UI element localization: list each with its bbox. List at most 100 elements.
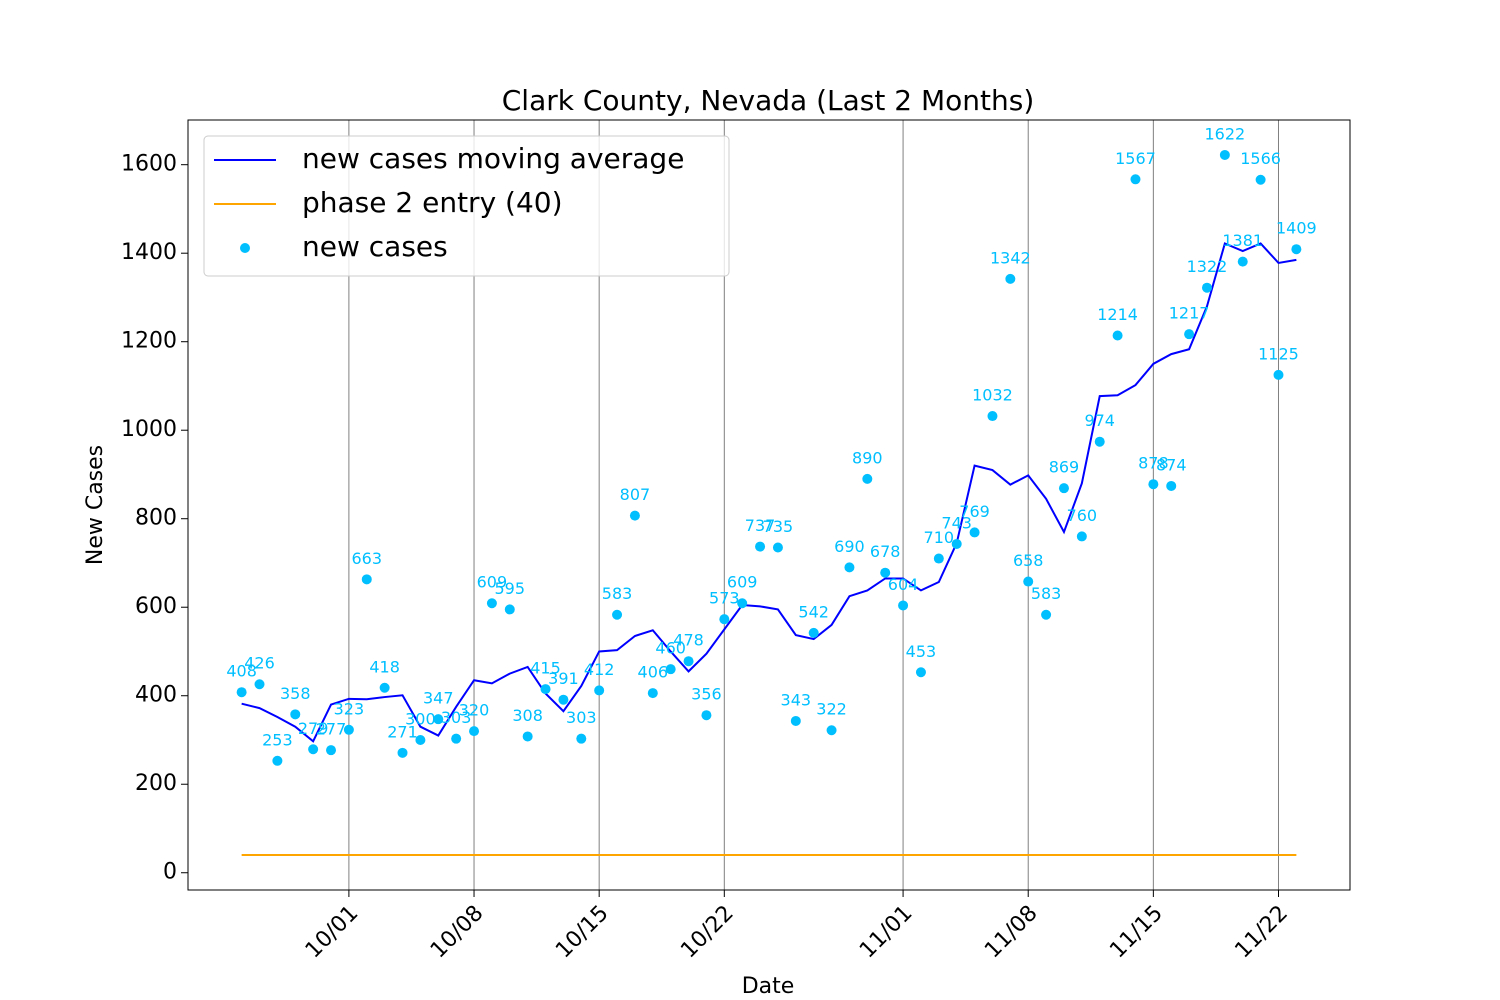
- x-tick-label: 11/08: [980, 901, 1043, 964]
- x-tick-label: 11/15: [1105, 901, 1168, 964]
- scatter-point: [576, 733, 587, 744]
- data-label: 300: [405, 709, 436, 728]
- scatter-point: [540, 684, 551, 695]
- chart-title: Clark County, Nevada (Last 2 Months): [502, 84, 1035, 117]
- scatter-point: [1005, 273, 1016, 284]
- scatter-point: [397, 747, 408, 758]
- scatter-point: [1237, 256, 1248, 267]
- scatter-point: [236, 687, 247, 698]
- scatter-point: [290, 709, 301, 720]
- scatter-point: [1201, 282, 1212, 293]
- scatter-point: [772, 542, 783, 553]
- scatter-point: [254, 679, 265, 690]
- data-label: 769: [959, 502, 990, 521]
- scatter-point: [933, 553, 944, 564]
- data-label: 303: [441, 708, 472, 727]
- data-label: 760: [1067, 506, 1098, 525]
- data-label: 356: [691, 685, 722, 704]
- scatter-point: [665, 664, 676, 675]
- data-label: 1622: [1205, 124, 1246, 143]
- y-tick-label: 1200: [121, 329, 177, 354]
- y-tick-label: 600: [135, 594, 177, 619]
- data-label: 1217: [1169, 304, 1210, 323]
- scatter-point: [308, 744, 319, 755]
- scatter-point: [1094, 436, 1105, 447]
- line-series: [241, 242, 1297, 743]
- data-label: 690: [834, 537, 865, 556]
- data-label: 358: [280, 684, 311, 703]
- scatter-point: [844, 562, 855, 573]
- scatter-point: [1076, 531, 1087, 542]
- scatter-point: [272, 755, 283, 766]
- data-label: 320: [459, 701, 490, 720]
- data-label: 277: [316, 720, 347, 739]
- data-label: 595: [495, 579, 526, 598]
- data-label: 391: [548, 669, 579, 688]
- y-tick-label: 0: [163, 860, 177, 885]
- data-label: 878: [1138, 454, 1169, 473]
- scatter-point: [1023, 576, 1034, 587]
- scatter-point: [755, 541, 766, 552]
- data-label: 408: [226, 662, 257, 681]
- data-label: 1322: [1187, 257, 1228, 276]
- scatter-point: [326, 745, 337, 756]
- data-label: 609: [477, 573, 508, 592]
- scatter-point: [1166, 480, 1177, 491]
- scatter-point: [1255, 174, 1266, 185]
- scatter-point: [504, 604, 515, 615]
- legend-box: [203, 135, 730, 277]
- data-label: 322: [816, 700, 847, 719]
- data-label: 1214: [1097, 305, 1138, 324]
- data-label: 869: [1049, 458, 1080, 477]
- scatter-point: [969, 527, 980, 538]
- data-label: 1342: [990, 248, 1031, 267]
- data-label: 253: [262, 730, 293, 749]
- y-tick-label: 400: [135, 683, 177, 708]
- x-tick-label: 11/01: [855, 901, 918, 964]
- data-label: 609: [727, 573, 758, 592]
- x-tick-label: 10/01: [301, 901, 364, 964]
- y-tick-label: 1600: [121, 152, 177, 177]
- data-label: 573: [709, 589, 740, 608]
- plot-frame: [187, 119, 1351, 891]
- y-tick-label: 1000: [121, 417, 177, 442]
- scatter-point: [433, 714, 444, 725]
- data-label: 415: [530, 659, 561, 678]
- data-label: 663: [351, 549, 382, 568]
- x-tick-label: 10/08: [426, 901, 489, 964]
- scatter-point: [629, 510, 640, 521]
- data-label: 453: [906, 642, 937, 661]
- data-label: 1567: [1115, 149, 1156, 168]
- legend-swatch: [240, 243, 250, 253]
- scatter-point: [647, 688, 658, 699]
- data-label: 271: [387, 722, 418, 741]
- data-label: 279: [298, 719, 329, 738]
- scatter-point: [951, 538, 962, 549]
- data-label: 303: [566, 708, 597, 727]
- data-label: 874: [1156, 455, 1187, 474]
- data-label: 460: [655, 639, 686, 658]
- data-label: 658: [1013, 551, 1044, 570]
- data-label: 426: [244, 654, 275, 673]
- scatter-point: [880, 567, 891, 578]
- data-label: 323: [334, 699, 365, 718]
- scatter-point: [558, 694, 569, 705]
- data-label: 1381: [1222, 231, 1263, 250]
- scatter-point: [1291, 244, 1302, 255]
- scatter-point: [469, 726, 480, 737]
- scatter-point: [1112, 330, 1123, 341]
- data-label: 478: [673, 631, 704, 650]
- x-axis-label: Date: [742, 974, 795, 999]
- scatter-point: [737, 598, 748, 609]
- data-label: 343: [781, 690, 812, 709]
- data-label: 710: [924, 528, 955, 547]
- data-label: 406: [638, 663, 669, 682]
- data-label: 890: [852, 448, 883, 467]
- scatter-point: [1273, 369, 1284, 380]
- data-label: 583: [1031, 584, 1062, 603]
- scatter-point: [451, 733, 462, 744]
- scatter-point: [1219, 149, 1230, 160]
- scatter-point: [343, 724, 354, 735]
- y-tick-label: 200: [135, 771, 177, 796]
- data-label: 735: [763, 517, 794, 536]
